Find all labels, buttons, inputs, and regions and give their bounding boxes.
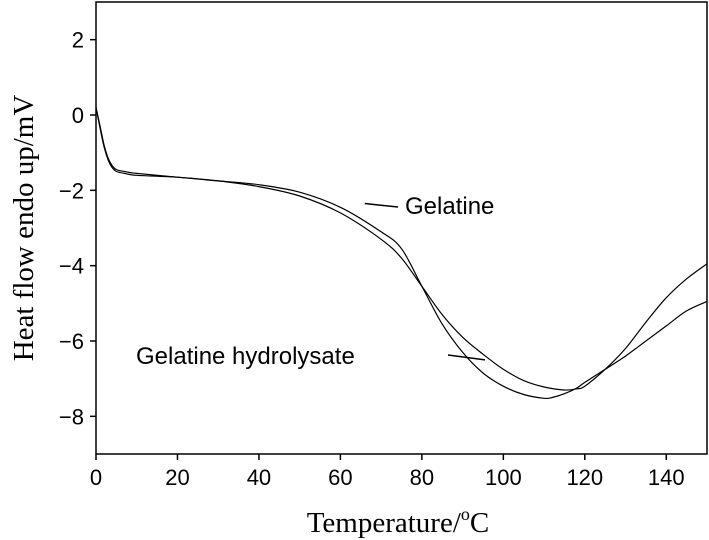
x-axis-degree-superscript: o <box>461 504 470 524</box>
y-tick-label: 2 <box>72 28 84 53</box>
y-tick-label: −6 <box>59 329 84 354</box>
x-tick-label: 20 <box>165 465 189 490</box>
x-tick-label: 60 <box>328 465 352 490</box>
series-layer <box>95 107 708 400</box>
annotation-gelatine-hydrolysate-label: Gelatine hydrolysate <box>136 343 355 370</box>
y-tick-label: −8 <box>59 404 84 429</box>
annotation-leaders <box>364 202 486 361</box>
x-tick-label: 120 <box>566 465 603 490</box>
leader-line-gelatine-hydrolysate <box>447 354 486 361</box>
leader-line-gelatine <box>364 202 399 208</box>
x-axis-title: Temperature/oC <box>307 504 490 539</box>
x-tick-label: 40 <box>247 465 271 490</box>
x-tick-label: 80 <box>410 465 434 490</box>
y-tick-label: 0 <box>72 103 84 128</box>
plot-frame <box>95 1 708 455</box>
y-axis-title: Heat flow endo up/mV <box>8 95 40 362</box>
x-tick-label: 0 <box>90 465 102 490</box>
x-tick-label: 140 <box>648 465 685 490</box>
y-tick-label: −2 <box>59 178 84 203</box>
x-axis-unit: C <box>470 507 489 539</box>
x-axis-title-text: Temperature/ <box>307 507 462 539</box>
x-tick-label: 100 <box>485 465 522 490</box>
y-tick-label: −4 <box>59 254 84 279</box>
series-line-gelatine-hydrolysate <box>95 107 708 400</box>
annotation-gelatine-label: Gelatine <box>405 193 494 220</box>
